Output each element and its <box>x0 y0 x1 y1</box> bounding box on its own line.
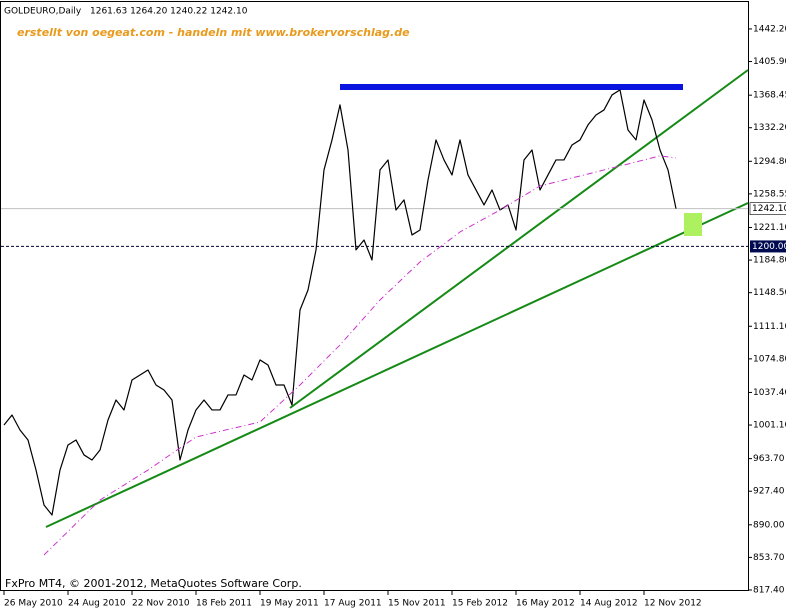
y-tick-label: 1294.80 <box>753 157 786 167</box>
x-tick-label: 24 Aug 2010 <box>68 599 126 609</box>
current-price-box <box>749 202 786 215</box>
y-tick-label: 1111.10 <box>753 322 786 332</box>
current-price-label: 1242.10 <box>752 204 786 214</box>
level-label-box <box>750 240 786 253</box>
y-tick-label: 1442.20 <box>753 24 786 34</box>
plot-frame <box>0 1 749 591</box>
price-line <box>3 89 677 516</box>
y-tick-label: 1037.40 <box>753 388 786 398</box>
y-tick-label: 1184.80 <box>753 256 786 266</box>
y-tick-label: 1332.20 <box>753 123 786 133</box>
price-line <box>43 155 677 556</box>
x-tick-label: 26 May 2010 <box>4 599 63 609</box>
y-tick-label: 1148.50 <box>753 288 786 298</box>
drawn-objects <box>1 69 749 528</box>
y-tick-label: 890.00 <box>753 520 785 530</box>
x-tick-label: 18 Feb 2011 <box>196 599 252 609</box>
x-tick-label: 15 Feb 2012 <box>452 599 508 609</box>
x-tick-label: 17 Aug 2011 <box>324 599 382 609</box>
y-tick-label: 1001.10 <box>753 421 786 431</box>
subtitle: erstellt von oegeat.com - handeln mit ww… <box>17 26 410 39</box>
ohlc-text: 1261.63 1264.20 1240.22 1242.10 <box>90 7 248 17</box>
x-tick-label: 12 Nov 2012 <box>644 599 702 609</box>
y-tick-label: 817.40 <box>753 586 785 596</box>
x-tick-label: 19 May 2011 <box>260 599 319 609</box>
y-tick-label: 963.70 <box>753 454 785 464</box>
y-tick-label: 1258.55 <box>753 189 786 199</box>
y-tick-label: 853.70 <box>753 553 785 563</box>
x-tick-label: 15 Nov 2011 <box>388 599 446 609</box>
trendline <box>45 202 749 528</box>
x-tick-label: 14 Aug 2012 <box>580 599 638 609</box>
x-tick-label: 22 Nov 2010 <box>132 599 190 609</box>
y-tick-label: 1405.90 <box>753 57 786 67</box>
level-label: 1200.00 <box>752 242 786 252</box>
trendline <box>289 69 749 409</box>
target-zone <box>684 213 702 236</box>
footer: FxPro MT4, © 2001-2012, MetaQuotes Softw… <box>5 577 302 590</box>
y-tick-label: 1074.80 <box>753 354 786 364</box>
x-tick-label: 16 May 2012 <box>516 599 575 609</box>
chart-title: GOLDEURO,Daily <box>4 7 82 17</box>
y-tick-label: 1221.10 <box>753 223 786 233</box>
y-tick-label: 927.40 <box>753 487 785 497</box>
y-tick-label: 1368.45 <box>753 91 786 101</box>
